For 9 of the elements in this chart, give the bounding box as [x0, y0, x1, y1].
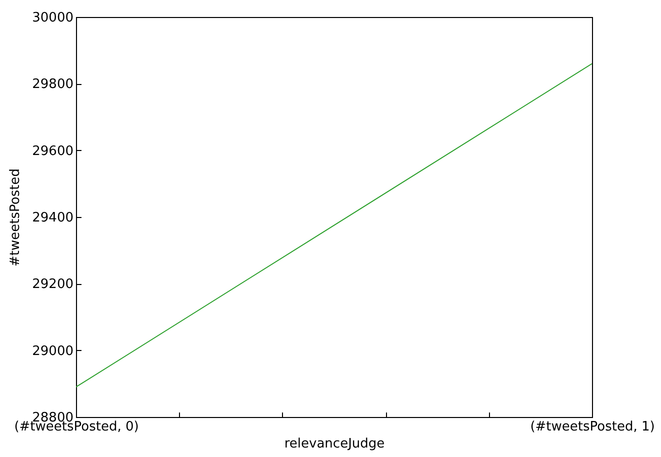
y-tick-label: 29200 — [32, 277, 74, 292]
x-axis-title: relevanceJudge — [284, 436, 385, 452]
y-axis-title: #tweetsPosted — [8, 168, 24, 266]
y-tick-label: 29000 — [32, 344, 74, 359]
x-tick-label: (#tweetsPosted, 1) — [530, 420, 655, 434]
y-tick-label: 29600 — [32, 144, 74, 159]
y-tick-label: 30000 — [32, 10, 74, 26]
y-tick-label: 29400 — [32, 210, 74, 226]
y-tick-label: 29800 — [32, 77, 74, 92]
